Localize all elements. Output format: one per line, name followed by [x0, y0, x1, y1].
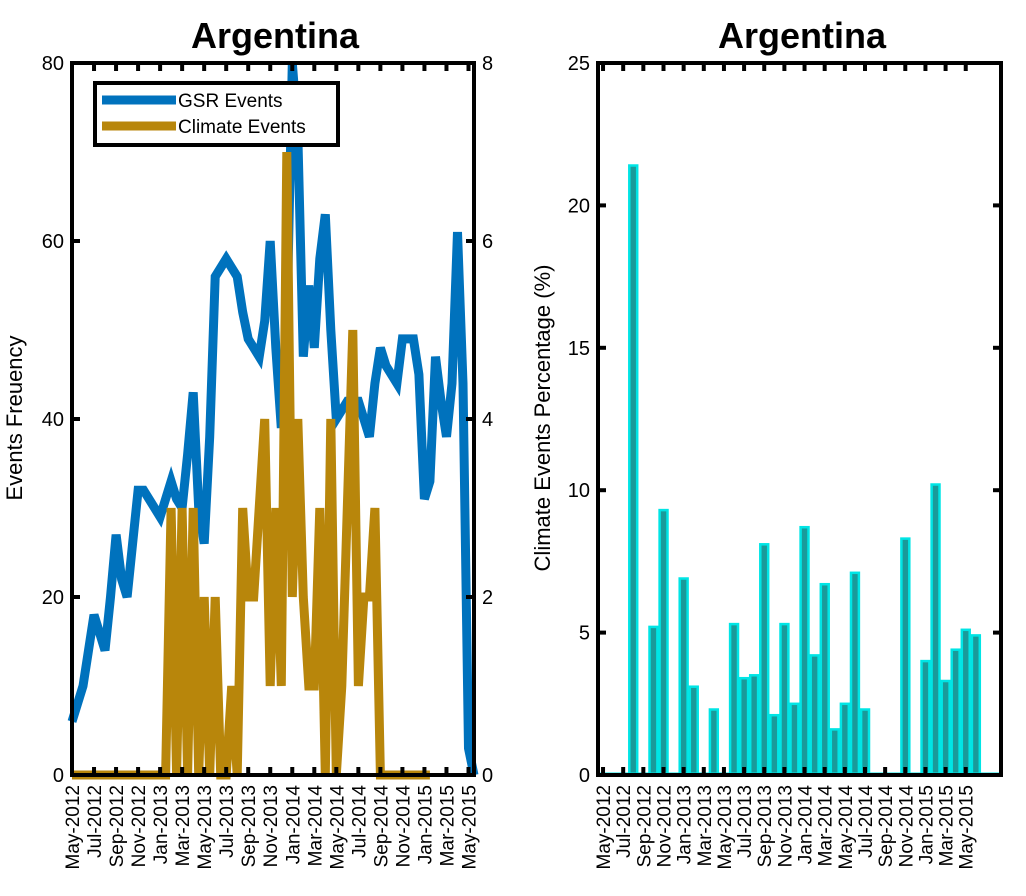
right-x-tick-label: Nov-2014 [896, 785, 917, 868]
bar [779, 622, 790, 777]
bar [839, 702, 851, 777]
left-chart-title: Argentina [191, 15, 360, 56]
bar [708, 708, 720, 777]
bar [930, 483, 941, 777]
right-x-tick-label: May-2014 [836, 785, 857, 870]
right-y-tick-label: 0 [579, 765, 590, 787]
bar [940, 679, 951, 777]
left-y2-tick-label: 4 [482, 409, 493, 431]
left-y-tick-label: 40 [42, 409, 64, 431]
left-x-tick-label: Jul-2013 [217, 785, 238, 858]
right-y-tick-label: 20 [568, 195, 590, 217]
right-x-tick-label: Jul-2013 [735, 785, 756, 858]
right-x-tick-label: Mar-2015 [937, 785, 958, 866]
right-x-tick-label: Jul-2012 [614, 785, 635, 858]
left-y2-tick-label: 2 [482, 587, 493, 609]
bar [648, 625, 659, 777]
left-x-tick-label: May-2014 [327, 785, 348, 870]
bar [628, 164, 639, 777]
right-x-tick-label: Mar-2013 [695, 785, 716, 866]
bar [769, 713, 780, 777]
bar [819, 582, 830, 777]
bar [970, 634, 982, 777]
right-y-tick-label: 10 [568, 480, 590, 502]
right-x-tick-label: Mar-2014 [816, 785, 837, 867]
left-x-tick-label: Sep-2014 [371, 785, 392, 868]
right-x-tick-label: Nov-2013 [775, 785, 796, 867]
left-y-tick-label: 60 [42, 231, 64, 253]
right-y-tick-label: 25 [568, 53, 590, 75]
left-x-tick-label: Jul-2014 [349, 785, 370, 858]
bar [960, 628, 971, 777]
left-y-tick-label: 20 [42, 587, 64, 609]
left-y2-tick-label: 8 [482, 53, 493, 75]
left-series-group [67, 62, 479, 780]
left-x-tick-label: Jan-2015 [415, 785, 436, 864]
left-x-tick-label: May-2015 [459, 785, 480, 870]
left-x-tick-label: Mar-2013 [173, 785, 194, 866]
right-x-tick-label: May-2015 [957, 785, 978, 870]
right-y-tick-label: 5 [579, 623, 590, 645]
bar [809, 654, 820, 777]
bar [728, 622, 740, 777]
left-legend: GSR Events Climate Events [93, 81, 340, 147]
bar [920, 659, 931, 777]
bar [738, 676, 750, 777]
left-x-tick-label: Jan-2013 [151, 785, 172, 864]
left-x-tick-label: Jul-2012 [85, 785, 106, 858]
left-y-tick-label: 80 [42, 53, 64, 75]
left-legend-box [93, 81, 340, 147]
bar [688, 685, 699, 777]
bar [658, 508, 669, 777]
left-chart: Argentina Events Freuency 0 20 40 60 80 0 2 4 6 8… [2, 15, 493, 870]
right-x-tick-label: Jan-2013 [675, 785, 696, 864]
legend-label-climate: Climate Events [178, 117, 306, 138]
bar [829, 728, 840, 777]
left-x-tick-label: Mar-2014 [305, 785, 326, 867]
left-x-tick-label: Mar-2015 [437, 785, 458, 866]
bar [859, 708, 871, 777]
bar [759, 543, 770, 777]
left-x-tick-label: May-2012 [63, 785, 84, 870]
bar [748, 674, 760, 777]
series-line-gsr [67, 62, 479, 776]
legend-label-gsr: GSR Events [178, 91, 283, 112]
left-y-axis-label: Events Freuency [2, 335, 27, 500]
right-x-tick-label: Jul-2014 [856, 785, 877, 858]
right-x-tick-label: Jan-2014 [796, 785, 817, 865]
right-x-tick-label: Jan-2015 [916, 785, 937, 864]
bar [678, 577, 689, 777]
left-y-tick-label: 0 [53, 765, 64, 787]
bar [799, 525, 810, 777]
right-x-tick-label: May-2013 [715, 785, 736, 870]
right-plot-frame [596, 61, 1003, 777]
right-x-tick-label: Nov-2012 [654, 785, 675, 867]
left-y2-tick-label: 6 [482, 231, 493, 253]
right-x-tick-label: Sep-2013 [755, 785, 776, 867]
right-chart-title: Argentina [718, 15, 887, 56]
bar [789, 702, 800, 777]
right-x-tick-label: Sep-2012 [634, 785, 655, 867]
right-bars-group [598, 164, 1001, 777]
left-x-tick-label: Jan-2014 [283, 785, 304, 865]
left-y2-tick-label: 0 [482, 765, 493, 787]
right-chart: Argentina Climate Events Percentage (%) … [530, 15, 1003, 870]
right-y-axis-label: Climate Events Percentage (%) [530, 265, 555, 572]
left-x-tick-label: Nov-2014 [393, 785, 414, 868]
right-x-tick-label: Sep-2014 [876, 785, 897, 868]
bar [950, 648, 961, 777]
right-y-tick-label: 15 [568, 338, 590, 360]
left-x-tick-label: Sep-2013 [239, 785, 260, 867]
bar [900, 537, 911, 777]
bar [849, 571, 861, 777]
left-x-tick-label: May-2013 [195, 785, 216, 870]
series-line-climate [72, 151, 430, 780]
left-x-tick-label: Nov-2013 [261, 785, 282, 867]
left-x-tick-label: Sep-2012 [107, 785, 128, 867]
left-x-tick-label: Nov-2012 [129, 785, 150, 867]
right-x-tick-label: May-2012 [594, 785, 615, 870]
